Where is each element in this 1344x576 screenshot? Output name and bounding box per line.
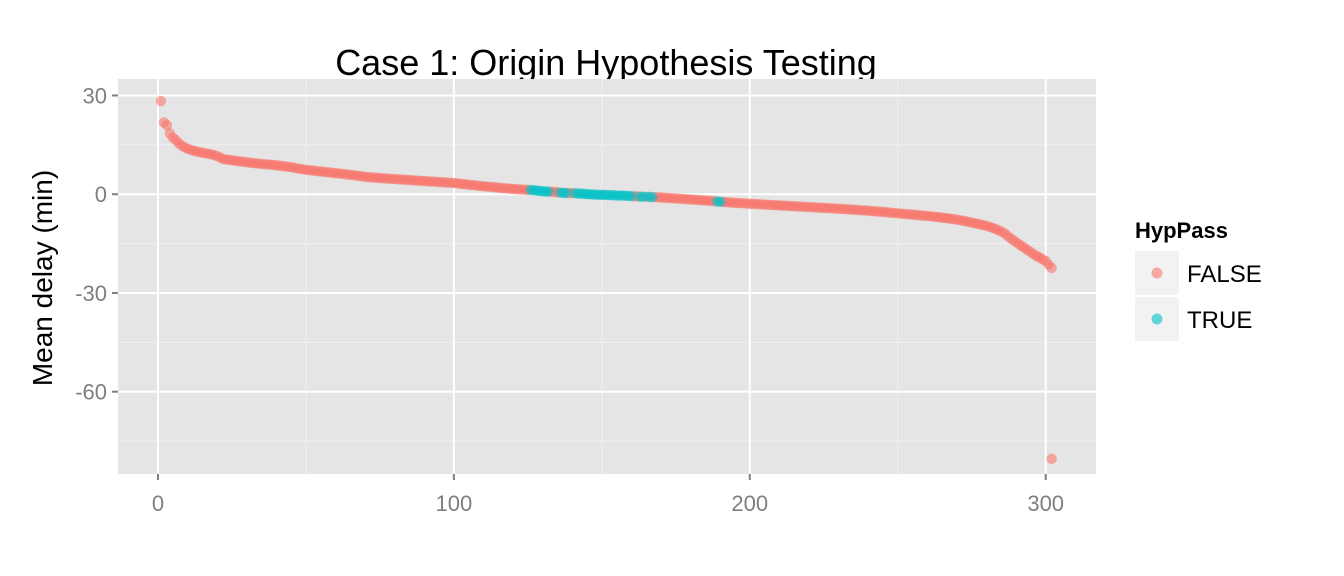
chart-title: Case 1: Origin Hypothesis Testing — [335, 42, 877, 83]
legend-marker-false — [1151, 267, 1163, 279]
data-point-true — [561, 187, 572, 199]
legend-marker-true — [1151, 313, 1163, 325]
data-point-false — [161, 119, 173, 131]
series-false-points — [155, 95, 1057, 465]
data-point-false — [155, 95, 167, 107]
y-tick-label: -60 — [75, 380, 107, 405]
data-point-true — [626, 190, 637, 202]
legend-title: HypPass — [1135, 218, 1228, 243]
legend: HypPass FALSE TRUE — [1135, 218, 1262, 341]
x-tick-label: 100 — [436, 491, 473, 516]
plot-panel — [118, 79, 1096, 474]
data-point-true — [543, 186, 554, 197]
legend-label-true: TRUE — [1187, 307, 1252, 334]
data-point-false — [1046, 262, 1057, 274]
series-true-points — [525, 184, 726, 207]
x-tick-label: 200 — [731, 491, 768, 516]
data-point-false — [1046, 453, 1057, 465]
data-point-true — [646, 191, 658, 203]
y-tick-label: -30 — [75, 281, 107, 306]
x-tick-label: 0 — [152, 491, 164, 516]
x-tick-label: 300 — [1027, 491, 1064, 516]
y-tick-label: 0 — [95, 182, 107, 207]
data-point-true — [714, 196, 726, 207]
y-tick-label: 30 — [83, 83, 107, 108]
legend-label-false: FALSE — [1187, 261, 1262, 288]
y-axis-title: Mean delay (min) — [27, 170, 58, 386]
minor-gridlines — [118, 79, 1096, 474]
